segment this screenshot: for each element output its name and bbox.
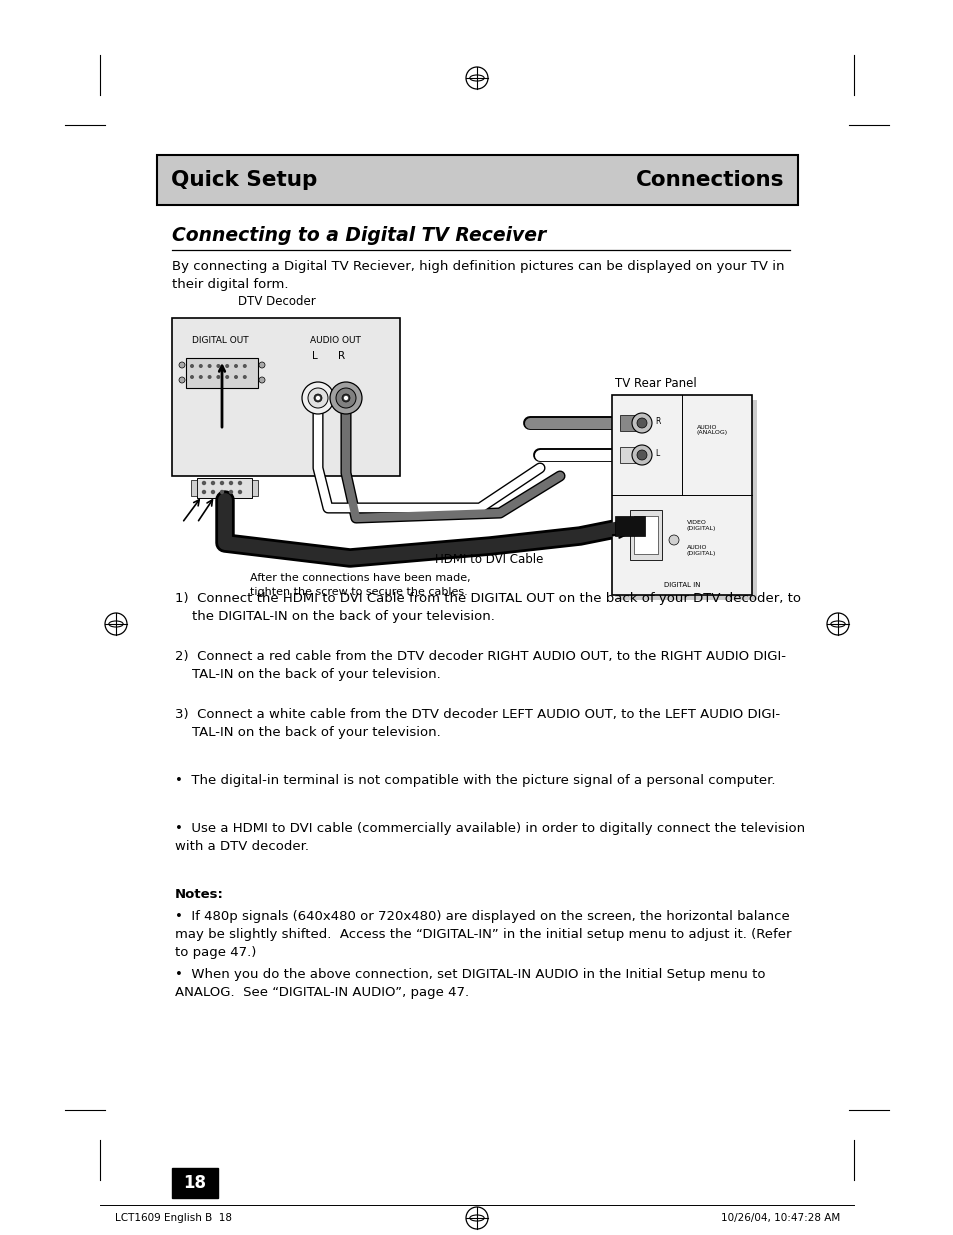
Bar: [196, 478, 252, 498]
Circle shape: [258, 377, 265, 383]
Circle shape: [230, 490, 233, 494]
Circle shape: [191, 364, 193, 367]
Circle shape: [202, 482, 205, 484]
Bar: [172, 1168, 218, 1198]
Circle shape: [238, 490, 241, 494]
Text: LCT1609 English B  18: LCT1609 English B 18: [115, 1213, 232, 1223]
Bar: [634, 516, 658, 555]
Circle shape: [230, 482, 233, 484]
Circle shape: [208, 364, 211, 367]
Text: Connections: Connections: [635, 170, 783, 190]
Bar: [191, 480, 196, 496]
Text: Quick Setup: Quick Setup: [171, 170, 317, 190]
Circle shape: [217, 375, 219, 378]
Circle shape: [631, 412, 651, 433]
Bar: [252, 480, 257, 496]
Circle shape: [243, 375, 246, 378]
Circle shape: [212, 482, 214, 484]
Text: DTV Decoder: DTV Decoder: [237, 295, 315, 308]
Bar: [619, 447, 641, 463]
Circle shape: [316, 396, 319, 399]
Circle shape: [668, 535, 679, 545]
Circle shape: [344, 396, 347, 399]
Text: DIGITAL IN: DIGITAL IN: [663, 582, 700, 588]
Circle shape: [226, 364, 229, 367]
Circle shape: [243, 364, 246, 367]
Text: 18: 18: [183, 1174, 206, 1192]
Circle shape: [238, 482, 241, 484]
Text: VIDEO
(DIGITAL): VIDEO (DIGITAL): [686, 520, 716, 531]
Circle shape: [330, 382, 361, 414]
Circle shape: [208, 375, 211, 378]
Text: •  If 480p signals (640x480 or 720x480) are displayed on the screen, the horizon: • If 480p signals (640x480 or 720x480) a…: [174, 910, 791, 960]
Bar: [619, 415, 641, 431]
Circle shape: [258, 362, 265, 368]
Text: L: L: [312, 351, 317, 361]
Circle shape: [631, 445, 651, 466]
Text: TV Rear Panel: TV Rear Panel: [615, 377, 696, 390]
Bar: [186, 358, 257, 388]
Circle shape: [234, 375, 237, 378]
Text: •  Use a HDMI to DVI cable (commercially available) in order to digitally connec: • Use a HDMI to DVI cable (commercially …: [174, 823, 804, 853]
Circle shape: [220, 490, 223, 494]
Bar: [629, 510, 661, 559]
Text: 2)  Connect a red cable from the DTV decoder RIGHT AUDIO OUT, to the RIGHT AUDIO: 2) Connect a red cable from the DTV deco…: [174, 650, 785, 680]
Text: R: R: [337, 351, 345, 361]
Circle shape: [234, 364, 237, 367]
Circle shape: [179, 362, 185, 368]
Circle shape: [217, 364, 219, 367]
Bar: [172, 317, 399, 475]
Text: L: L: [655, 448, 659, 457]
Circle shape: [220, 482, 223, 484]
Circle shape: [179, 377, 185, 383]
Circle shape: [308, 388, 328, 408]
Text: DIGITAL OUT: DIGITAL OUT: [192, 336, 249, 345]
Circle shape: [226, 375, 229, 378]
Bar: [612, 395, 751, 595]
Text: Connecting to a Digital TV Receiver: Connecting to a Digital TV Receiver: [172, 226, 546, 245]
Text: AUDIO
(ANALOG): AUDIO (ANALOG): [697, 425, 727, 436]
Bar: [615, 516, 644, 536]
Bar: [157, 156, 797, 205]
Text: AUDIO
(DIGITAL): AUDIO (DIGITAL): [686, 545, 716, 556]
Text: Notes:: Notes:: [174, 888, 224, 902]
Text: 1)  Connect the HDMI to DVI Cable from the DIGITAL OUT on the back of your DTV d: 1) Connect the HDMI to DVI Cable from th…: [174, 592, 801, 622]
Circle shape: [637, 450, 646, 459]
Circle shape: [191, 375, 193, 378]
Circle shape: [199, 375, 202, 378]
Text: HDMI to DVI Cable: HDMI to DVI Cable: [435, 553, 543, 566]
Text: •  The digital-in terminal is not compatible with the picture signal of a person: • The digital-in terminal is not compati…: [174, 774, 775, 787]
Text: After the connections have been made,
tighten the screw to secure the cables.: After the connections have been made, ti…: [250, 573, 470, 597]
Text: R: R: [655, 416, 659, 426]
Text: AUDIO OUT: AUDIO OUT: [310, 336, 360, 345]
Text: 3)  Connect a white cable from the DTV decoder LEFT AUDIO OUT, to the LEFT AUDIO: 3) Connect a white cable from the DTV de…: [174, 708, 780, 739]
Circle shape: [199, 364, 202, 367]
Circle shape: [212, 490, 214, 494]
Text: By connecting a Digital TV Reciever, high definition pictures can be displayed o: By connecting a Digital TV Reciever, hig…: [172, 261, 783, 291]
Text: 10/26/04, 10:47:28 AM: 10/26/04, 10:47:28 AM: [720, 1213, 840, 1223]
Circle shape: [637, 417, 646, 429]
Circle shape: [202, 490, 205, 494]
Circle shape: [302, 382, 334, 414]
Circle shape: [335, 388, 355, 408]
Circle shape: [341, 394, 350, 403]
Bar: [617, 400, 757, 600]
Circle shape: [314, 394, 322, 403]
Text: •  When you do the above connection, set DIGITAL-IN AUDIO in the Initial Setup m: • When you do the above connection, set …: [174, 968, 764, 999]
